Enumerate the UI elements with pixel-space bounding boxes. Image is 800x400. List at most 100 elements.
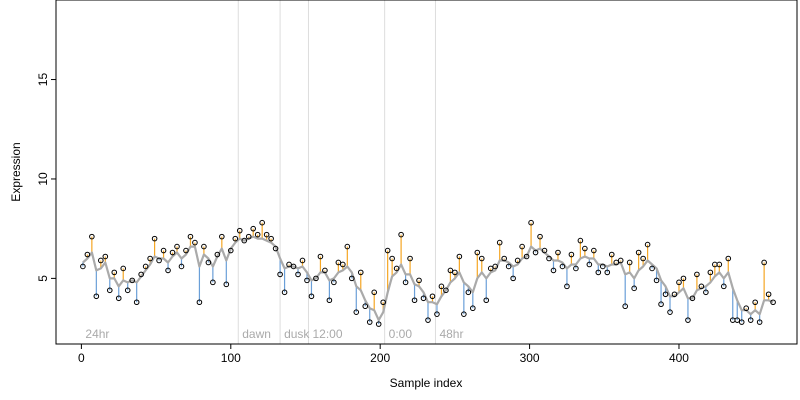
data-point	[156, 257, 162, 264]
data-point	[470, 305, 476, 312]
data-point	[694, 271, 700, 278]
data-point	[398, 231, 404, 238]
y-tick-label: 10	[36, 172, 50, 186]
data-point	[214, 251, 221, 258]
data-point	[752, 299, 758, 306]
data-point	[245, 233, 252, 240]
data-point	[546, 255, 552, 262]
data-point	[308, 293, 315, 300]
data-point	[93, 293, 100, 300]
region-label: 24hr	[85, 327, 109, 341]
data-point	[478, 255, 485, 262]
data-point	[698, 283, 705, 290]
data-point	[299, 257, 306, 264]
data-point	[434, 311, 440, 317]
data-point	[577, 237, 584, 244]
data-point	[290, 263, 297, 270]
data-point	[452, 269, 458, 276]
data-point	[626, 259, 633, 266]
data-point	[366, 319, 373, 325]
x-tick-label: 0	[78, 351, 85, 365]
data-point	[492, 263, 499, 270]
data-point	[738, 319, 745, 325]
data-point	[510, 275, 516, 282]
data-point	[747, 317, 754, 323]
data-point	[716, 261, 723, 268]
data-point	[564, 283, 570, 290]
data-point	[142, 263, 149, 270]
y-tick-label: 15	[36, 73, 50, 87]
data-point	[586, 261, 593, 268]
data-point	[582, 245, 588, 252]
data-point	[380, 299, 386, 306]
data-point	[317, 253, 324, 260]
data-point	[505, 263, 512, 270]
data-point	[465, 289, 472, 296]
data-point	[389, 255, 395, 262]
data-point	[653, 277, 660, 284]
data-point	[720, 283, 727, 290]
data-point	[519, 243, 525, 250]
data-point	[514, 257, 521, 264]
data-point	[187, 233, 194, 240]
data-point	[617, 257, 624, 264]
data-point	[277, 271, 283, 278]
data-point	[411, 297, 418, 304]
data-point	[501, 255, 507, 262]
data-point	[667, 309, 673, 315]
data-point	[268, 235, 274, 242]
x-axis-label: Sample index	[390, 376, 463, 390]
data-point	[456, 253, 463, 260]
region-label: 12:00	[312, 327, 342, 341]
region-labels: 24hr dawn dusk 12:00 0:00 48hr	[85, 327, 463, 341]
data-point	[384, 247, 391, 254]
data-point	[658, 301, 664, 308]
plot-frame	[55, 0, 798, 345]
data-point	[183, 247, 189, 254]
data-point	[124, 287, 131, 294]
region-label: dusk	[284, 327, 310, 341]
data-point	[425, 317, 431, 323]
data-point	[223, 281, 230, 288]
data-point	[608, 251, 615, 258]
region-label: 0:00	[389, 327, 413, 341]
data-point	[613, 259, 620, 266]
data-point	[111, 269, 118, 276]
data-point	[671, 291, 678, 298]
data-point	[635, 249, 642, 256]
data-point	[371, 289, 378, 296]
data-point	[622, 303, 628, 310]
data-point	[640, 255, 646, 262]
data-point	[151, 235, 158, 242]
data-point	[295, 271, 301, 278]
data-point	[707, 269, 714, 276]
data-point	[568, 251, 575, 258]
data-point	[304, 277, 310, 284]
data-point	[196, 299, 203, 306]
data-point	[326, 297, 333, 304]
data-point	[192, 239, 198, 246]
data-point	[559, 263, 566, 270]
y-tick-label: 5	[36, 275, 50, 282]
data-point	[331, 279, 337, 286]
data-point	[375, 321, 382, 327]
data-point	[734, 317, 741, 323]
data-point	[438, 283, 445, 290]
data-point	[725, 255, 732, 262]
data-point	[160, 247, 167, 254]
data-point	[147, 255, 153, 262]
data-point	[133, 299, 140, 306]
data-point	[286, 261, 292, 268]
y-axis: 5 10 15	[36, 73, 56, 282]
data-point	[259, 219, 265, 226]
data-point	[174, 243, 180, 250]
data-point	[487, 265, 494, 272]
data-point	[604, 269, 611, 276]
data-point	[98, 257, 104, 264]
data-point	[241, 237, 248, 244]
data-point	[599, 263, 606, 270]
data-point	[165, 267, 171, 274]
data-point	[313, 275, 319, 282]
data-point	[429, 293, 436, 300]
